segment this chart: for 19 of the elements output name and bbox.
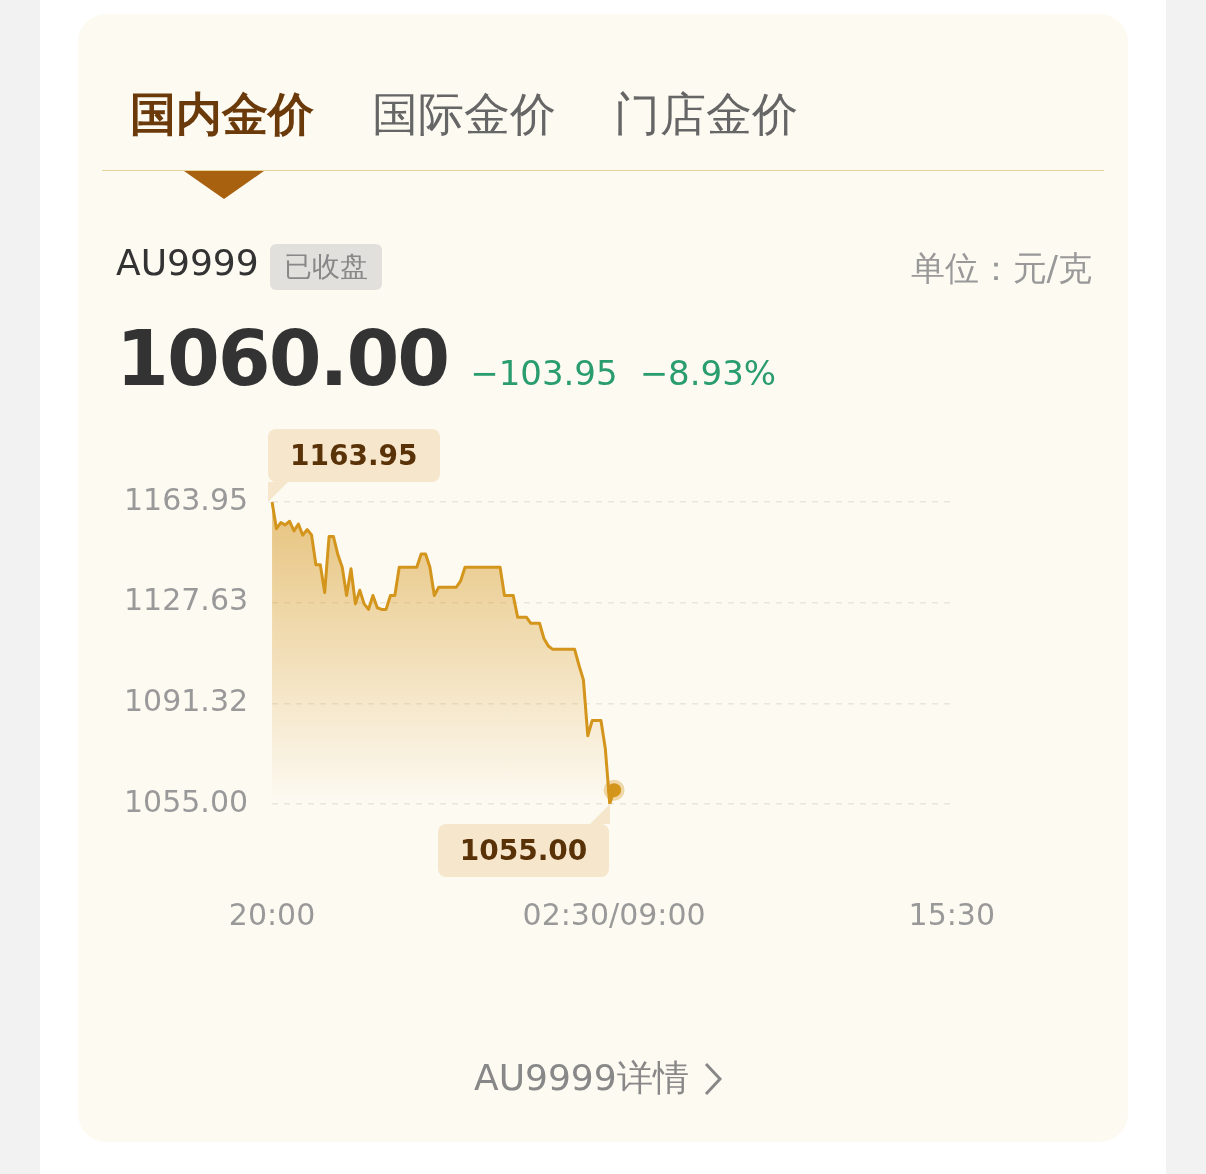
x-tick-label: 20:00 xyxy=(228,896,316,932)
chart-title: AU9999 xyxy=(116,242,259,283)
text: 门店金价 xyxy=(614,86,798,143)
text: 国际金价 xyxy=(372,86,556,143)
text: 国内金价 xyxy=(130,86,314,143)
text: −8.93% xyxy=(639,353,777,393)
text: 单位：元/克 xyxy=(910,247,1092,290)
y-tick-label: 1163.95 xyxy=(124,481,249,517)
x-tick-label: 15:30 xyxy=(908,896,996,932)
text: AU9999详情 xyxy=(474,1056,689,1100)
annotation: 1055.00 xyxy=(437,824,610,877)
x-tick-label: 02:30/09:00 xyxy=(522,896,706,932)
chart-subtitle: 已收盘 xyxy=(270,244,382,290)
y-tick-label: 1091.32 xyxy=(124,683,249,719)
y-tick-label: 1127.63 xyxy=(124,582,249,618)
text: −103.95 xyxy=(470,353,618,393)
text: 1060.00 xyxy=(116,314,449,403)
y-tick-label: 1055.00 xyxy=(124,783,249,819)
annotation: 1163.95 xyxy=(268,429,440,482)
